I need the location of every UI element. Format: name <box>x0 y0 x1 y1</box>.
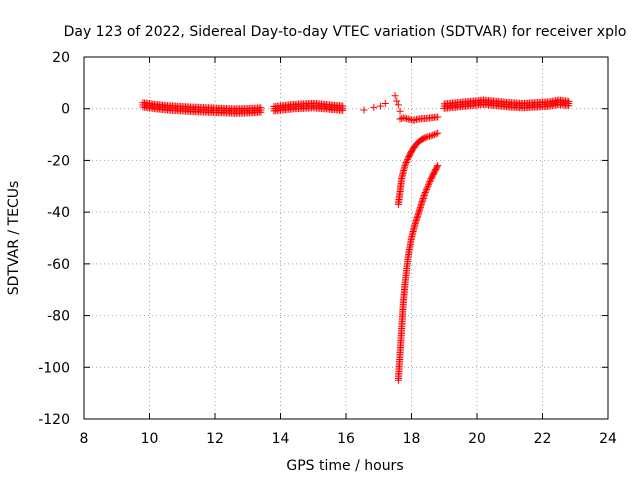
tick-label-layer: 8 10 12 14 16 18 20 22 24 20 0 -20 -40 -60 -80 -100 -120 <box>38 50 617 447</box>
data-point <box>434 162 442 170</box>
data-point <box>339 106 347 114</box>
axis-layer <box>83 56 609 420</box>
series-0 <box>139 99 265 117</box>
data-point <box>396 115 404 123</box>
data-point <box>391 92 399 100</box>
series-4 <box>394 129 442 208</box>
x-tick-label: 20 <box>468 431 486 447</box>
data-point <box>393 97 401 105</box>
y-axis-label: SDTVAR / TECUs <box>6 181 22 296</box>
x-tick-label: 18 <box>403 431 421 447</box>
x-tick-label: 24 <box>599 431 617 447</box>
data-point <box>402 158 410 166</box>
data-point <box>424 182 432 190</box>
data-point <box>402 160 410 168</box>
data-point <box>404 155 412 163</box>
data-point <box>396 107 404 115</box>
data-point <box>423 184 431 192</box>
data-point <box>565 102 573 110</box>
data-point <box>360 106 368 114</box>
series-1 <box>270 99 347 115</box>
y-tick-label: -20 <box>47 153 70 169</box>
x-tick-label: 16 <box>337 431 355 447</box>
data-point <box>403 157 411 165</box>
data-point <box>426 178 434 186</box>
series-6 <box>440 96 573 112</box>
y-tick-label: -120 <box>38 412 70 428</box>
data-point <box>421 188 429 196</box>
data-point <box>423 185 431 193</box>
x-tick-label: 12 <box>206 431 224 447</box>
data-point <box>381 100 389 108</box>
x-tick-label: 22 <box>534 431 552 447</box>
y-tick-label: 0 <box>61 102 70 118</box>
x-tick-label: 10 <box>141 431 159 447</box>
data-layer <box>139 92 573 384</box>
data-point <box>370 103 378 111</box>
y-tick-label: -60 <box>47 257 70 273</box>
data-point <box>434 129 442 137</box>
data-point <box>425 181 433 189</box>
data-point <box>376 102 384 110</box>
data-point <box>421 134 429 142</box>
data-point <box>422 187 430 195</box>
data-point <box>257 108 265 116</box>
data-point <box>433 163 441 171</box>
y-tick-label: -40 <box>47 205 70 221</box>
plot-frame <box>83 56 609 420</box>
data-point <box>394 101 402 109</box>
series-2 <box>360 92 404 115</box>
data-point <box>425 179 433 187</box>
data-point <box>426 176 434 184</box>
data-point <box>421 190 429 198</box>
data-point <box>427 132 435 140</box>
x-tick-label: 8 <box>80 431 89 447</box>
y-tick-label: -80 <box>47 309 70 325</box>
data-point <box>434 113 442 121</box>
series-5 <box>394 162 442 384</box>
y-tick-label: 20 <box>52 50 70 66</box>
data-point <box>432 130 440 138</box>
series-3 <box>396 113 442 124</box>
x-tick-label: 14 <box>272 431 290 447</box>
x-axis-label: GPS time / hours <box>286 458 403 474</box>
chart-title: Day 123 of 2022, Sidereal Day-to-day VTE… <box>64 24 627 40</box>
y-tick-label: -100 <box>38 360 70 376</box>
data-point <box>430 131 438 139</box>
data-point <box>401 162 409 170</box>
data-point <box>429 131 437 139</box>
